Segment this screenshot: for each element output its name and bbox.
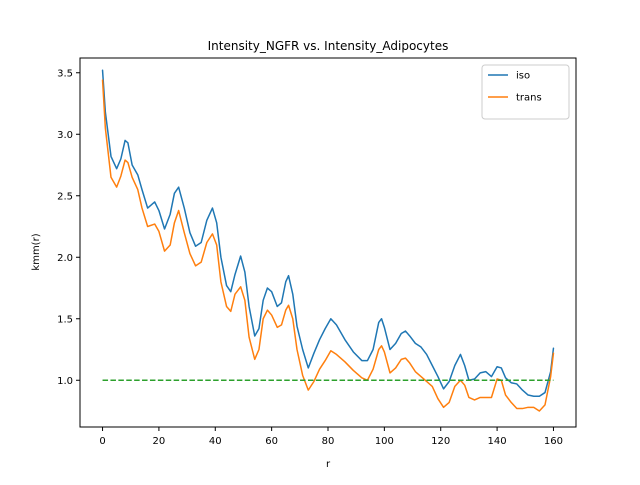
y-tick-label: 1.5 (57, 314, 73, 325)
x-tick-label: 0 (99, 436, 105, 447)
series-lines (101, 69, 555, 412)
series-line-iso (101, 69, 555, 397)
series-line-trans (101, 79, 555, 412)
x-tick-label: 60 (265, 436, 278, 447)
chart-title: Intensity_NGFR vs. Intensity_Adipocytes (208, 39, 449, 53)
legend-label-trans: trans (516, 93, 542, 104)
legend-box (481, 64, 570, 120)
y-tick-label: 2.0 (57, 253, 73, 264)
x-axis-label: r (326, 459, 331, 470)
axis-ticks: 0 20 40 60 80 100 120 140 160 1.0 1.5 2.0 2.5 3.0 3.5 (57, 68, 563, 447)
plot-frame (79, 57, 577, 428)
x-tick-label: 120 (431, 436, 450, 447)
x-tick-label: 100 (375, 436, 394, 447)
y-tick-label: 3.5 (57, 68, 73, 79)
x-tick-label: 160 (544, 436, 563, 447)
legend-label-iso: iso (516, 71, 530, 82)
y-tick-label: 1.0 (57, 376, 73, 387)
x-tick-label: 20 (153, 436, 166, 447)
y-axis-label: kmm(r) (31, 233, 42, 270)
y-tick-label: 2.5 (57, 191, 73, 202)
x-tick-label: 140 (488, 436, 507, 447)
y-tick-label: 3.0 (57, 130, 73, 141)
x-tick-label: 80 (322, 436, 335, 447)
x-tick-label: 40 (209, 436, 222, 447)
legend: iso trans (481, 64, 570, 120)
